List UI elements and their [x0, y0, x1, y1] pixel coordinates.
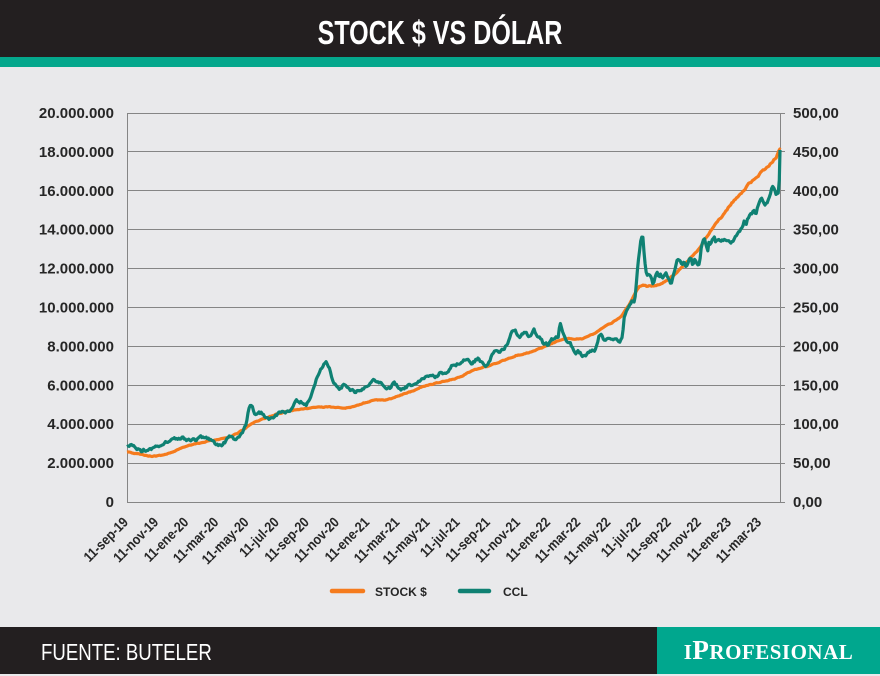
svg-text:8.000.000: 8.000.000	[47, 338, 114, 355]
svg-text:2.000.000: 2.000.000	[47, 455, 114, 472]
svg-text:0,00: 0,00	[793, 494, 822, 511]
svg-text:12.000.000: 12.000.000	[39, 261, 114, 278]
svg-text:4.000.000: 4.000.000	[47, 416, 114, 433]
svg-text:50,00: 50,00	[793, 455, 831, 472]
svg-text:450,00: 450,00	[793, 144, 839, 161]
svg-text:350,00: 350,00	[793, 222, 839, 239]
svg-text:100,00: 100,00	[793, 416, 839, 433]
svg-text:200,00: 200,00	[793, 338, 839, 355]
svg-text:500,00: 500,00	[793, 105, 839, 122]
svg-text:20.000.000: 20.000.000	[39, 105, 114, 122]
svg-text:STOCK $: STOCK $	[375, 585, 427, 599]
svg-text:150,00: 150,00	[793, 377, 839, 394]
svg-text:14.000.000: 14.000.000	[39, 222, 114, 239]
svg-text:300,00: 300,00	[793, 261, 839, 278]
svg-text:250,00: 250,00	[793, 300, 839, 317]
svg-text:6.000.000: 6.000.000	[47, 377, 114, 394]
svg-text:0: 0	[106, 494, 114, 511]
svg-text:18.000.000: 18.000.000	[39, 144, 114, 161]
svg-text:16.000.000: 16.000.000	[39, 183, 114, 200]
svg-text:10.000.000: 10.000.000	[39, 300, 114, 317]
svg-text:400,00: 400,00	[793, 183, 839, 200]
svg-text:CCL: CCL	[503, 585, 528, 599]
